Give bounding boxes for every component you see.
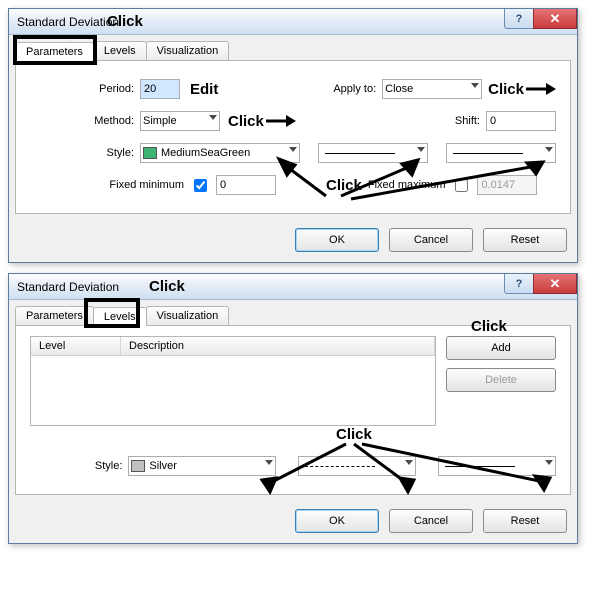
ok-button[interactable]: OK (295, 228, 379, 252)
title-text: Standard Deviation (17, 280, 119, 294)
help-button[interactable]: ? (504, 9, 534, 29)
label-apply: Apply to: (242, 83, 382, 95)
annot-click-styles: Click (326, 177, 362, 194)
ok-button[interactable]: OK (295, 509, 379, 533)
tab-levels[interactable]: Levels (93, 307, 147, 326)
style-width-select[interactable] (446, 143, 556, 163)
pane-levels: Level Description Add Delete Click Click… (15, 325, 571, 495)
help-button[interactable]: ? (504, 274, 534, 294)
fmin-checkbox[interactable] (194, 179, 207, 192)
tab-parameters[interactable]: Parameters (15, 306, 94, 325)
chevron-down-icon (405, 460, 413, 465)
shift-input[interactable] (486, 111, 556, 131)
style-color-value: Silver (149, 460, 177, 472)
col-description: Description (121, 337, 435, 355)
label-shift: Shift: (336, 115, 486, 127)
delete-button: Delete (446, 368, 556, 392)
button-row: OK Cancel Reset (9, 220, 577, 262)
titlebar: Standard Deviation ? ✕ (9, 9, 577, 35)
annot-edit: Edit (190, 81, 218, 98)
line-thin-icon (453, 153, 523, 154)
close-button[interactable]: ✕ (533, 274, 577, 294)
annot-click-style: Click (336, 426, 372, 443)
style-color-select[interactable]: Silver (128, 456, 276, 476)
dialog-levels: Standard Deviation ? ✕ Parameters Levels… (8, 273, 578, 544)
close-button[interactable]: ✕ (533, 9, 577, 29)
title-text: Standard Deviation (17, 15, 119, 29)
period-input[interactable] (140, 79, 180, 99)
label-method: Method: (30, 115, 140, 127)
chevron-down-icon (209, 115, 217, 120)
apply-select[interactable]: Close (382, 79, 482, 99)
fmin-input[interactable] (216, 175, 276, 195)
style-color-value: MediumSeaGreen (161, 147, 250, 159)
titlebar: Standard Deviation ? ✕ (9, 274, 577, 300)
fmax-input (477, 175, 537, 195)
side-buttons: Add Delete (446, 336, 556, 426)
line-dash-icon (305, 466, 375, 467)
chevron-down-icon (265, 460, 273, 465)
style-color-select[interactable]: MediumSeaGreen (140, 143, 300, 163)
cancel-button[interactable]: Cancel (389, 228, 473, 252)
tab-strip: Parameters Levels Visualization Click (9, 300, 577, 325)
chevron-down-icon (545, 147, 553, 152)
color-swatch-icon (131, 460, 145, 472)
list-header: Level Description (31, 337, 435, 356)
method-select[interactable]: Simple (140, 111, 220, 131)
levels-list[interactable]: Level Description (30, 336, 436, 426)
label-period: Period: (30, 83, 140, 95)
cancel-button[interactable]: Cancel (389, 509, 473, 533)
chevron-down-icon (471, 83, 479, 88)
tab-visualization[interactable]: Visualization (146, 41, 230, 60)
annot-click-method: Click (228, 113, 264, 130)
annot-click-apply: Click (488, 81, 524, 98)
tab-strip: Parameters Levels Visualization Click (9, 35, 577, 60)
line-solid-icon (325, 153, 395, 154)
apply-value: Close (385, 83, 413, 95)
chevron-down-icon (289, 147, 297, 152)
button-row: OK Cancel Reset (9, 501, 577, 543)
color-swatch-icon (143, 147, 157, 159)
tab-levels[interactable]: Levels (93, 41, 147, 60)
add-button[interactable]: Add (446, 336, 556, 360)
col-level: Level (31, 337, 121, 355)
arrow-icon (266, 115, 296, 127)
fmax-checkbox[interactable] (455, 179, 468, 192)
chevron-down-icon (545, 460, 553, 465)
dialog-parameters: Standard Deviation ? ✕ Parameters Levels… (8, 8, 578, 263)
label-fmax: Fixed maximum (368, 179, 452, 191)
label-style: Style: (30, 460, 128, 472)
reset-button[interactable]: Reset (483, 509, 567, 533)
arrow-icon (526, 83, 556, 95)
style-line-select[interactable] (298, 456, 416, 476)
label-style: Style: (30, 147, 140, 159)
method-value: Simple (143, 115, 177, 127)
style-width-select[interactable] (438, 456, 556, 476)
chevron-down-icon (417, 147, 425, 152)
tab-parameters[interactable]: Parameters (15, 42, 94, 61)
label-fmin: Fixed minimum (30, 179, 190, 191)
tab-visualization[interactable]: Visualization (146, 306, 230, 325)
pane-parameters: Period: Edit Apply to: Close Click Metho… (15, 60, 571, 214)
style-line-select[interactable] (318, 143, 428, 163)
reset-button[interactable]: Reset (483, 228, 567, 252)
line-thin-icon (445, 466, 515, 467)
